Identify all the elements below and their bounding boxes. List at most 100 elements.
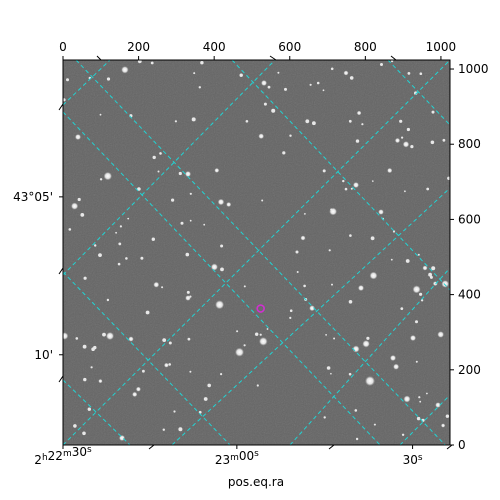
star <box>309 83 312 86</box>
bottom-label-part: 23 <box>215 453 230 467</box>
right-tick-label: 400 <box>458 288 481 302</box>
star <box>426 392 428 395</box>
star <box>442 138 446 142</box>
grid-line <box>63 60 276 276</box>
star <box>259 337 268 346</box>
star <box>342 179 345 183</box>
star <box>164 362 169 368</box>
bright-star <box>403 395 411 403</box>
star <box>387 167 393 174</box>
star <box>178 171 182 176</box>
star <box>354 409 358 412</box>
star <box>304 213 306 215</box>
star <box>73 424 77 428</box>
bottom-tick-label: 2h22m30s <box>34 445 92 467</box>
bright-star <box>300 235 306 241</box>
left-minor-tick <box>58 375 64 383</box>
star <box>441 280 450 288</box>
star <box>328 249 331 252</box>
star <box>239 73 243 77</box>
star <box>289 316 292 319</box>
star <box>243 344 246 347</box>
star <box>83 377 87 382</box>
star <box>189 370 192 373</box>
star <box>220 267 224 272</box>
star <box>325 334 327 336</box>
bottom-label-part: s <box>254 449 259 459</box>
star <box>369 271 378 280</box>
star <box>256 384 259 387</box>
star <box>355 139 360 143</box>
star <box>431 110 435 114</box>
star <box>418 396 421 399</box>
bottom-tick-label: 23m00s <box>215 449 259 467</box>
star <box>390 258 393 261</box>
star <box>198 86 201 89</box>
bright-star <box>217 198 225 206</box>
star <box>426 187 430 191</box>
plot-frame <box>62 59 451 446</box>
star <box>331 283 333 286</box>
bright-star <box>365 376 375 386</box>
star <box>437 331 445 338</box>
star-field <box>63 60 450 441</box>
star <box>91 347 95 352</box>
star <box>348 119 352 123</box>
top-minor-tick <box>269 55 277 61</box>
star <box>305 119 310 124</box>
star <box>407 72 411 75</box>
star <box>289 309 293 313</box>
bottom-minor-tick <box>328 444 335 450</box>
bright-star <box>343 70 349 76</box>
star <box>94 244 97 247</box>
star <box>162 338 167 342</box>
star <box>137 187 141 191</box>
star <box>159 152 162 155</box>
bottom-label-part: m <box>230 453 239 463</box>
star <box>348 372 352 376</box>
star <box>329 207 337 216</box>
star <box>361 123 364 126</box>
top-minor-tick <box>390 55 397 61</box>
star <box>333 337 336 340</box>
star <box>419 72 423 75</box>
bottom-minor-tick <box>148 444 155 450</box>
star <box>406 127 410 132</box>
bright-star <box>353 182 359 188</box>
bottom-label-part: m <box>63 449 72 459</box>
star <box>401 433 405 436</box>
top-tick-label: 400 <box>203 40 226 54</box>
star <box>330 67 334 71</box>
star <box>102 332 106 337</box>
star <box>168 341 172 345</box>
star <box>87 407 92 411</box>
star <box>419 400 422 403</box>
star <box>235 347 244 357</box>
star <box>121 66 129 74</box>
star <box>312 121 316 126</box>
bright-star <box>128 336 134 342</box>
star <box>137 60 142 64</box>
star <box>180 221 184 225</box>
star <box>161 286 164 289</box>
star <box>309 305 315 312</box>
star <box>400 307 404 310</box>
star <box>178 427 183 432</box>
grid-line <box>289 267 450 445</box>
top-tick-label: 1000 <box>426 40 457 54</box>
star <box>203 397 208 401</box>
left-minor-tick <box>58 103 64 111</box>
star <box>261 199 264 202</box>
sky-image <box>63 60 450 445</box>
bottom-label-part: s <box>87 445 92 455</box>
star <box>127 217 130 220</box>
star <box>189 219 192 222</box>
star <box>171 198 175 202</box>
grid-line <box>399 394 450 445</box>
top-tick-label: 200 <box>127 40 150 54</box>
left-minor-tick <box>58 267 64 275</box>
star <box>277 71 280 74</box>
bright-star <box>185 171 191 177</box>
star <box>330 208 333 211</box>
bright-star <box>106 332 114 340</box>
